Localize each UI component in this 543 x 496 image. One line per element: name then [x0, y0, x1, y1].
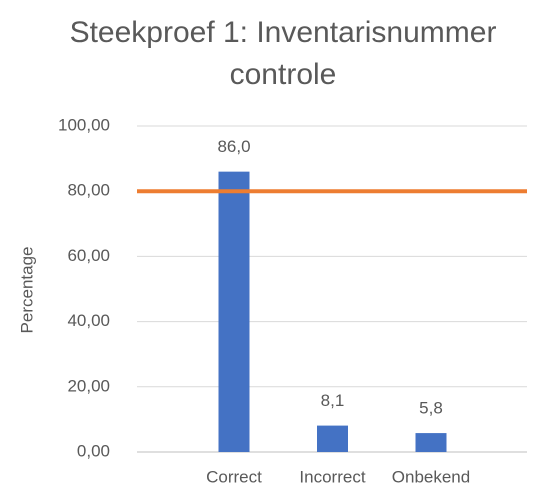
- x-tick-label: Onbekend: [392, 467, 470, 486]
- bar: [317, 425, 348, 452]
- y-tick-label: 60,00: [67, 246, 110, 265]
- y-tick-label: 20,00: [67, 376, 110, 395]
- chart-title: Steekproef 1: Inventarisnummer controle: [69, 16, 497, 91]
- bar: [415, 433, 447, 452]
- y-tick-label: 80,00: [67, 181, 110, 200]
- x-tick-label: Correct: [206, 467, 262, 486]
- y-axis-label: Percentage: [17, 247, 36, 334]
- y-tick-label: 0,00: [77, 441, 110, 460]
- y-tick-label: 40,00: [67, 311, 110, 330]
- y-tick-label: 100,00: [58, 115, 110, 134]
- data-label: 8,1: [321, 391, 345, 410]
- data-label: 86,0: [217, 137, 250, 156]
- x-tick-label: Incorrect: [299, 467, 365, 486]
- bar: [218, 171, 250, 452]
- data-label: 5,8: [419, 399, 443, 418]
